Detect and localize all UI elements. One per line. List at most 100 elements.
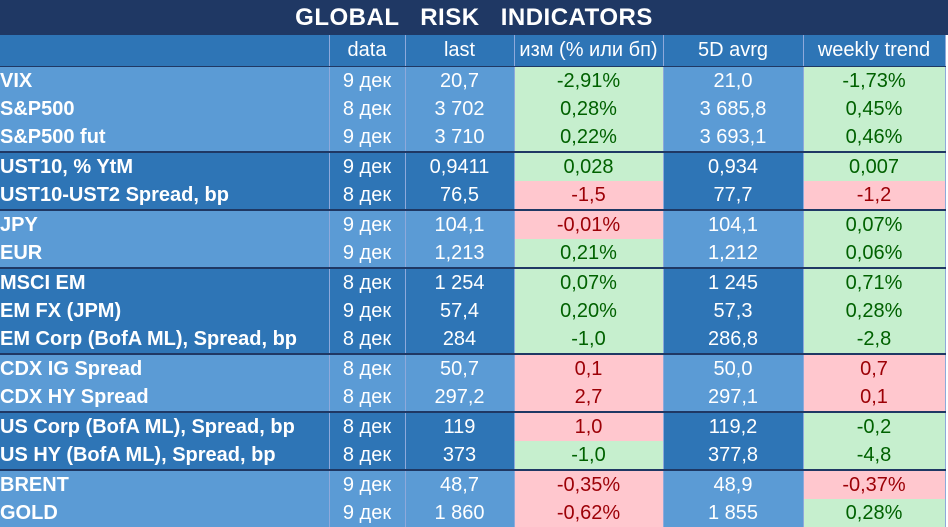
date-cell: 8 дек [329, 354, 405, 383]
change-cell: -1,0 [514, 325, 663, 354]
change-cell: 0,20% [514, 297, 663, 325]
last-value-cell: 284 [405, 325, 514, 354]
indicator-name: CDX IG Spread [0, 354, 329, 383]
avg-5d-cell: 48,9 [663, 470, 803, 499]
date-cell: 8 дек [329, 412, 405, 441]
avg-5d-cell: 1,212 [663, 239, 803, 268]
date-cell: 8 дек [329, 95, 405, 123]
header-date: data [329, 35, 405, 67]
header-weekly-trend: weekly trend [803, 35, 945, 67]
weekly-trend-cell: 0,06% [803, 239, 945, 268]
change-cell: 0,22% [514, 123, 663, 152]
date-cell: 9 дек [329, 123, 405, 152]
weekly-trend-cell: -1,73% [803, 67, 945, 96]
date-cell: 9 дек [329, 239, 405, 268]
indicator-name: GOLD [0, 499, 329, 527]
date-cell: 8 дек [329, 325, 405, 354]
weekly-trend-cell: 0,71% [803, 268, 945, 297]
avg-5d-cell: 1 855 [663, 499, 803, 527]
last-value-cell: 3 710 [405, 123, 514, 152]
weekly-trend-cell: -0,37% [803, 470, 945, 499]
weekly-trend-cell: 0,28% [803, 499, 945, 527]
header-name [0, 35, 329, 67]
avg-5d-cell: 21,0 [663, 67, 803, 96]
date-cell: 9 дек [329, 297, 405, 325]
last-value-cell: 20,7 [405, 67, 514, 96]
date-cell: 8 дек [329, 181, 405, 210]
date-cell: 8 дек [329, 441, 405, 470]
last-value-cell: 1,213 [405, 239, 514, 268]
indicator-name: US HY (BofA ML), Spread, bp [0, 441, 329, 470]
change-cell: 0,21% [514, 239, 663, 268]
weekly-trend-cell: 0,28% [803, 297, 945, 325]
sheet-title: GLOBAL RISK INDICATORS [0, 0, 948, 35]
header-5d-avg: 5D avrg [663, 35, 803, 67]
change-cell: 0,28% [514, 95, 663, 123]
indicator-name: JPY [0, 210, 329, 239]
last-value-cell: 48,7 [405, 470, 514, 499]
weekly-trend-cell: -4,8 [803, 441, 945, 470]
indicator-name: US Corp (BofA ML), Spread, bp [0, 412, 329, 441]
change-cell: -0,01% [514, 210, 663, 239]
indicator-name: UST10, % YtM [0, 152, 329, 181]
weekly-trend-cell: 0,7 [803, 354, 945, 383]
avg-5d-cell: 297,1 [663, 383, 803, 412]
indicator-name: UST10-UST2 Spread, bp [0, 181, 329, 210]
weekly-trend-cell: -1,2 [803, 181, 945, 210]
avg-5d-cell: 286,8 [663, 325, 803, 354]
indicator-name: CDX HY Spread [0, 383, 329, 412]
indicator-name: VIX [0, 67, 329, 96]
weekly-trend-cell: 0,07% [803, 210, 945, 239]
change-cell: -2,91% [514, 67, 663, 96]
indicator-name: EUR [0, 239, 329, 268]
avg-5d-cell: 104,1 [663, 210, 803, 239]
date-cell: 8 дек [329, 268, 405, 297]
indicator-name: S&P500 [0, 95, 329, 123]
header-change: изм (% или бп) [514, 35, 663, 67]
indicators-table: data last изм (% или бп) 5D avrg weekly … [0, 35, 946, 527]
avg-5d-cell: 50,0 [663, 354, 803, 383]
last-value-cell: 373 [405, 441, 514, 470]
avg-5d-cell: 377,8 [663, 441, 803, 470]
change-cell: 0,1 [514, 354, 663, 383]
avg-5d-cell: 0,934 [663, 152, 803, 181]
last-value-cell: 104,1 [405, 210, 514, 239]
header-last: last [405, 35, 514, 67]
last-value-cell: 3 702 [405, 95, 514, 123]
avg-5d-cell: 57,3 [663, 297, 803, 325]
change-cell: 2,7 [514, 383, 663, 412]
avg-5d-cell: 3 693,1 [663, 123, 803, 152]
last-value-cell: 1 254 [405, 268, 514, 297]
weekly-trend-cell: 0,1 [803, 383, 945, 412]
date-cell: 9 дек [329, 470, 405, 499]
change-cell: -1,5 [514, 181, 663, 210]
indicator-name: BRENT [0, 470, 329, 499]
indicator-name: EM FX (JPM) [0, 297, 329, 325]
header-row: data last изм (% или бп) 5D avrg weekly … [0, 35, 945, 67]
last-value-cell: 1 860 [405, 499, 514, 527]
change-cell: -0,35% [514, 470, 663, 499]
change-cell: 0,07% [514, 268, 663, 297]
avg-5d-cell: 119,2 [663, 412, 803, 441]
change-cell: -0,62% [514, 499, 663, 527]
weekly-trend-cell: -0,2 [803, 412, 945, 441]
date-cell: 9 дек [329, 210, 405, 239]
last-value-cell: 119 [405, 412, 514, 441]
weekly-trend-cell: 0,46% [803, 123, 945, 152]
weekly-trend-cell: -2,8 [803, 325, 945, 354]
change-cell: 0,028 [514, 152, 663, 181]
